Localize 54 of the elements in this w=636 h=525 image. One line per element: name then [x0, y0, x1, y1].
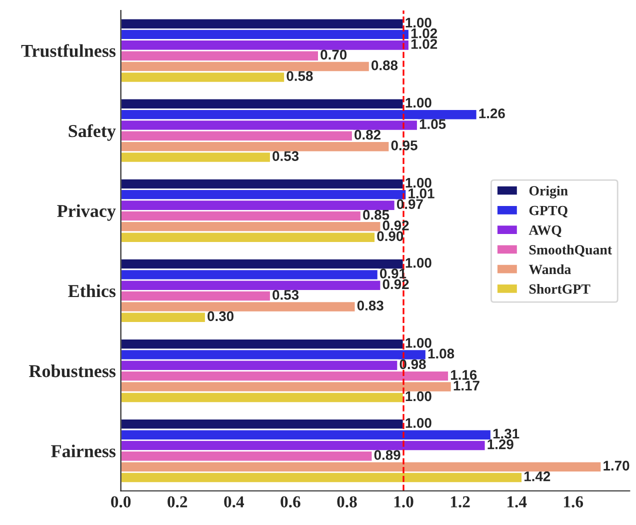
y-tick-label: Privacy — [57, 204, 116, 221]
data-label: 0.30 — [208, 311, 234, 322]
data-label: 1.02 — [411, 28, 438, 38]
data-label: 1.05 — [420, 119, 446, 129]
x-tick-label: 1.4 — [507, 496, 527, 508]
legend-label: GPTQ — [529, 206, 568, 218]
data-label: 1.16 — [450, 370, 477, 380]
data-label: 1.42 — [524, 471, 550, 482]
data-label: 1.02 — [411, 39, 438, 49]
y-tick-label: Safety — [68, 124, 116, 141]
data-label: 1.00 — [406, 258, 432, 268]
data-label: 0.83 — [357, 300, 384, 310]
y-tick-label: Trustfulness — [21, 44, 116, 58]
data-label: 0.53 — [272, 290, 299, 300]
data-label: 0.95 — [391, 140, 418, 150]
data-label: 1.08 — [428, 348, 454, 358]
x-tick-label: 1.0 — [394, 496, 414, 508]
data-label: 0.88 — [372, 60, 398, 70]
data-label: 1.00 — [406, 98, 432, 108]
y-tick-label: Robustness — [28, 364, 116, 378]
x-tick-label: 0.2 — [168, 496, 188, 508]
data-label: 0.85 — [363, 210, 390, 220]
data-label: 0.90 — [377, 231, 404, 242]
data-label: 1.00 — [406, 418, 432, 428]
x-tick-label: 0.8 — [337, 496, 357, 508]
x-tick-label: 1.6 — [564, 496, 584, 508]
data-label: 1.01 — [408, 188, 434, 198]
data-label: 1.00 — [406, 391, 432, 402]
data-label: 1.00 — [406, 18, 432, 28]
data-label: 0.58 — [286, 71, 313, 81]
y-tick-label: Fairness — [51, 444, 116, 458]
data-label: 0.92 — [382, 220, 409, 230]
data-label: 0.82 — [354, 130, 380, 140]
data-label: 0.89 — [374, 450, 400, 460]
legend-label: AWQ — [528, 226, 562, 237]
legend-label: SmoothQuant — [529, 244, 612, 257]
data-label: 1.17 — [454, 380, 480, 390]
data-label: 1.70 — [604, 460, 630, 471]
x-tick-label: 1.2 — [450, 496, 470, 508]
x-tick-label: 0.6 — [280, 496, 300, 508]
data-label: 1.29 — [488, 439, 514, 450]
data-label: 0.53 — [272, 151, 299, 162]
data-label: 1.31 — [493, 428, 520, 439]
x-tick-label: 0.4 — [224, 496, 244, 508]
data-label: 0.91 — [380, 268, 406, 278]
data-label: 1.26 — [479, 108, 505, 118]
legend-label: ShortGPT — [529, 284, 590, 294]
legend-label: Origin — [529, 186, 568, 198]
data-label: 0.70 — [320, 50, 347, 60]
data-label: 1.00 — [406, 338, 432, 348]
data-label: 1.00 — [406, 178, 432, 188]
legend-label: Wanda — [528, 264, 571, 274]
x-tick-label: 0.0 — [111, 496, 131, 508]
y-tick-label: Ethics — [68, 284, 116, 298]
